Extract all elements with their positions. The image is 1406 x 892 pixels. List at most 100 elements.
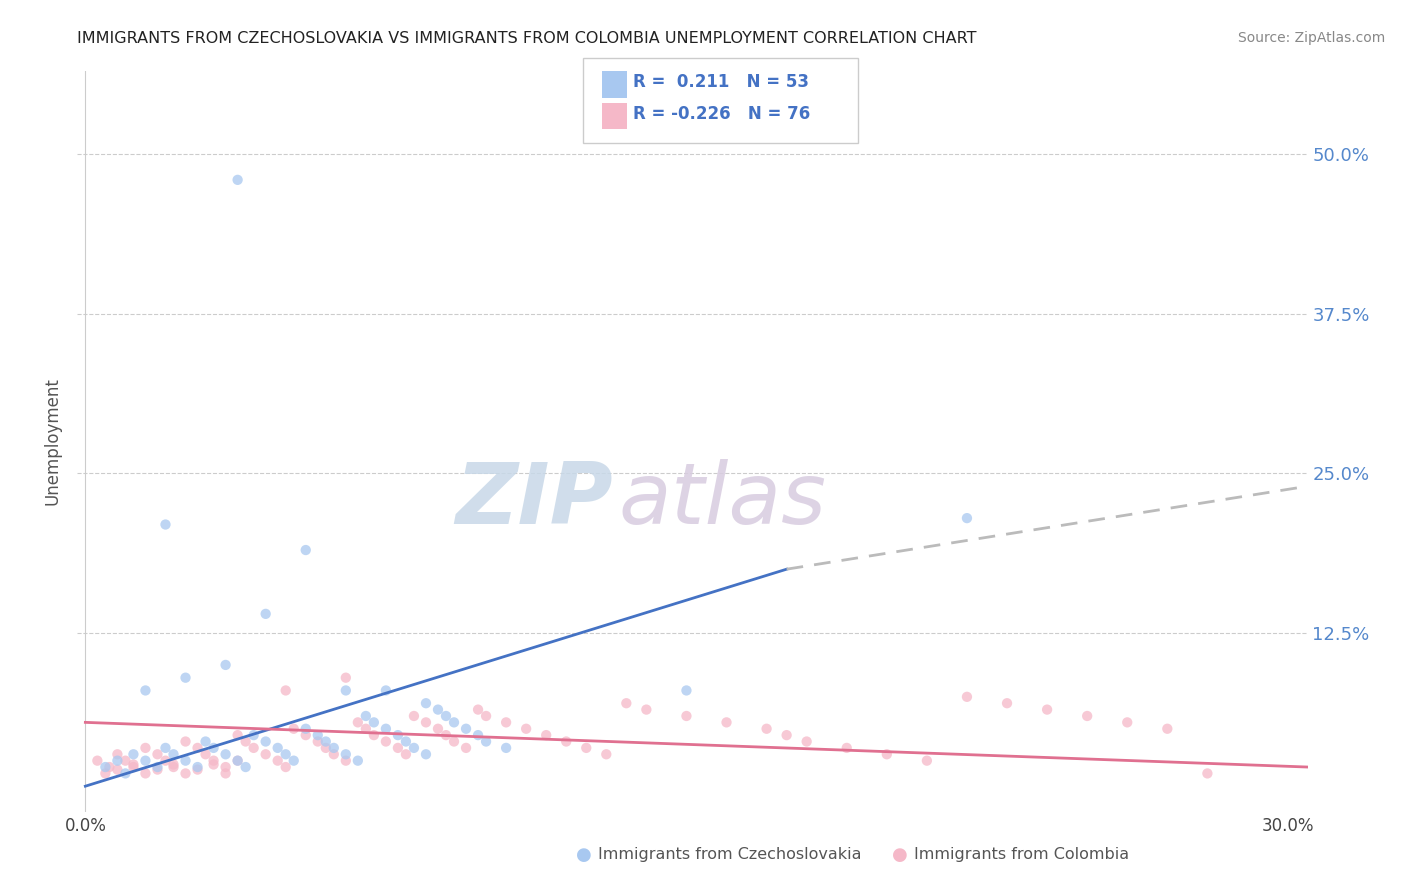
Point <box>122 760 145 774</box>
Point <box>495 740 517 755</box>
Point <box>122 757 145 772</box>
Point <box>214 657 236 672</box>
Point <box>134 754 156 768</box>
Point <box>162 747 184 762</box>
Point <box>475 734 498 748</box>
Point <box>162 760 184 774</box>
Point <box>94 766 117 780</box>
Point <box>86 754 108 768</box>
Point <box>515 722 537 736</box>
Text: ●: ● <box>575 846 592 863</box>
Point <box>134 766 156 780</box>
Point <box>495 715 517 730</box>
Point <box>174 671 197 685</box>
Point <box>1197 766 1219 780</box>
Point <box>387 740 409 755</box>
Point <box>467 703 489 717</box>
Point <box>98 760 121 774</box>
Point <box>187 740 209 755</box>
Point <box>254 734 277 748</box>
Point <box>363 728 385 742</box>
Point <box>387 728 409 742</box>
Point <box>796 734 818 748</box>
Point <box>956 511 979 525</box>
Text: IMMIGRANTS FROM CZECHOSLOVAKIA VS IMMIGRANTS FROM COLOMBIA UNEMPLOYMENT CORRELAT: IMMIGRANTS FROM CZECHOSLOVAKIA VS IMMIGR… <box>77 31 977 46</box>
Point <box>146 763 169 777</box>
Point <box>716 715 738 730</box>
Point <box>443 734 465 748</box>
Point <box>107 747 129 762</box>
Point <box>395 747 418 762</box>
Point <box>307 734 329 748</box>
Point <box>226 754 249 768</box>
Point <box>915 754 938 768</box>
Text: Immigrants from Czechoslovakia: Immigrants from Czechoslovakia <box>598 847 860 862</box>
Point <box>354 722 377 736</box>
Point <box>454 722 477 736</box>
Point <box>174 754 197 768</box>
Point <box>415 715 437 730</box>
Point <box>415 747 437 762</box>
Point <box>434 709 457 723</box>
Point <box>575 740 598 755</box>
Point <box>335 747 357 762</box>
Point <box>202 757 225 772</box>
Point <box>555 734 578 748</box>
Point <box>363 715 385 730</box>
Point <box>274 747 297 762</box>
Point <box>1156 722 1178 736</box>
Point <box>427 703 450 717</box>
Point <box>315 734 337 748</box>
Point <box>347 715 370 730</box>
Point <box>434 728 457 742</box>
Point <box>402 740 425 755</box>
Point <box>174 766 197 780</box>
Point <box>122 747 145 762</box>
Point <box>107 754 129 768</box>
Point <box>835 740 858 755</box>
Point <box>162 757 184 772</box>
Point <box>187 760 209 774</box>
Text: Immigrants from Colombia: Immigrants from Colombia <box>914 847 1129 862</box>
Point <box>427 722 450 736</box>
Point <box>322 740 344 755</box>
Point <box>226 728 249 742</box>
Point <box>94 760 117 774</box>
Point <box>267 754 290 768</box>
Point <box>475 709 498 723</box>
Point <box>675 709 697 723</box>
Point <box>226 754 249 768</box>
Text: ZIP: ZIP <box>456 459 613 542</box>
Point <box>202 754 225 768</box>
Point <box>1036 703 1059 717</box>
Point <box>155 754 177 768</box>
Point <box>402 709 425 723</box>
Point <box>467 728 489 742</box>
Point <box>114 766 136 780</box>
Point <box>614 696 637 710</box>
Point <box>775 728 797 742</box>
Point <box>354 709 377 723</box>
Text: ●: ● <box>891 846 908 863</box>
Point <box>335 671 357 685</box>
Point <box>235 760 257 774</box>
Point <box>395 734 418 748</box>
Point <box>956 690 979 704</box>
Point <box>254 747 277 762</box>
Point <box>187 763 209 777</box>
Point <box>274 683 297 698</box>
Point <box>307 728 329 742</box>
Text: Source: ZipAtlas.com: Source: ZipAtlas.com <box>1237 31 1385 45</box>
Point <box>283 722 305 736</box>
Point <box>194 747 217 762</box>
Point <box>995 696 1018 710</box>
Point <box>876 747 898 762</box>
Point <box>595 747 617 762</box>
Point <box>242 740 264 755</box>
Point <box>202 740 225 755</box>
Point <box>283 754 305 768</box>
Point <box>174 734 197 748</box>
Point <box>134 740 156 755</box>
Point <box>443 715 465 730</box>
Point <box>335 754 357 768</box>
